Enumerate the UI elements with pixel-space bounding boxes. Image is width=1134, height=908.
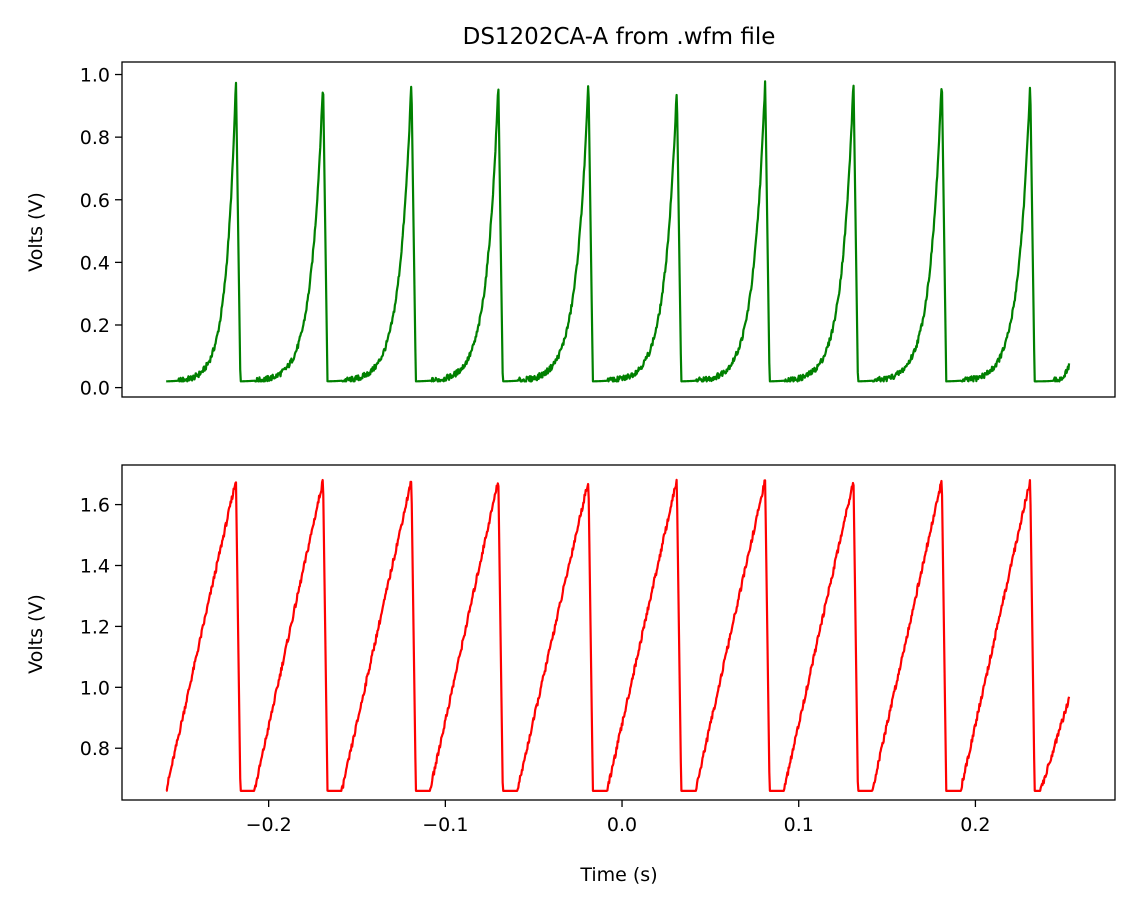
top-series-line xyxy=(165,80,1071,383)
top-y-tick-label: 1.0 xyxy=(80,65,110,87)
top-plot-frame xyxy=(121,61,1116,398)
bottom-x-tick-label: −0.1 xyxy=(422,814,468,836)
top-y-ticks: 0.0 0.2 0.4 0.6 0.8 1.0 xyxy=(80,65,122,400)
bottom-x-axis-label: Time (s) xyxy=(579,864,657,886)
top-y-tick-label: 0.4 xyxy=(80,252,110,274)
bottom-ticks: 0.8 1.0 1.2 1.4 1.6 −0.2 −0.1 0.0 0.1 0.2 xyxy=(80,495,991,836)
top-subplot: Volts (V) 0.0 0.2 0.4 0.6 0.8 1.0 xyxy=(25,61,1116,400)
bottom-subplot: Volts (V) Time (s) 0.8 1.0 1.2 1.4 1.6 −0.2 −0… xyxy=(25,464,1116,886)
bottom-plot-frame xyxy=(121,464,1116,801)
bottom-x-tick-label: 0.1 xyxy=(784,814,814,836)
bottom-x-tick-label: 0.2 xyxy=(960,814,990,836)
bottom-y-tick-label: 1.4 xyxy=(80,556,110,578)
bottom-series-line xyxy=(165,478,1071,792)
bottom-y-tick-label: 1.0 xyxy=(80,677,110,699)
top-y-tick-label: 0.6 xyxy=(80,190,110,212)
bottom-y-tick-label: 1.2 xyxy=(80,616,110,638)
top-y-tick-label: 0.0 xyxy=(80,378,110,400)
chart-title: DS1202CA-A from .wfm file xyxy=(463,24,776,50)
bottom-x-tick-label: −0.2 xyxy=(246,814,292,836)
top-y-axis-label: Volts (V) xyxy=(25,192,47,272)
bottom-x-tick-label: 0.0 xyxy=(607,814,637,836)
top-y-tick-label: 0.2 xyxy=(80,315,110,337)
top-y-tick-label: 0.8 xyxy=(80,127,110,149)
bottom-y-axis-label: Volts (V) xyxy=(25,594,47,674)
bottom-y-tick-label: 1.6 xyxy=(80,495,110,517)
bottom-y-tick-label: 0.8 xyxy=(80,738,110,760)
